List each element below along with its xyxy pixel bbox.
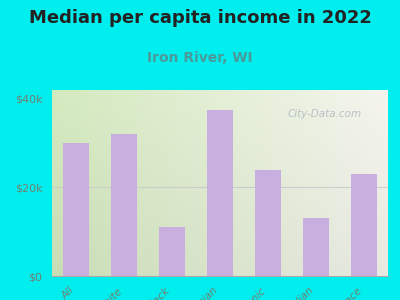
Text: Iron River, WI: Iron River, WI <box>147 51 253 65</box>
Bar <box>159 227 185 276</box>
Bar <box>63 143 89 276</box>
Bar <box>255 170 281 276</box>
Text: Median per capita income in 2022: Median per capita income in 2022 <box>28 9 372 27</box>
Bar <box>207 110 233 276</box>
Text: City-Data.com: City-Data.com <box>287 109 361 118</box>
Bar <box>111 134 137 276</box>
Bar <box>351 174 377 276</box>
Bar <box>303 218 329 276</box>
